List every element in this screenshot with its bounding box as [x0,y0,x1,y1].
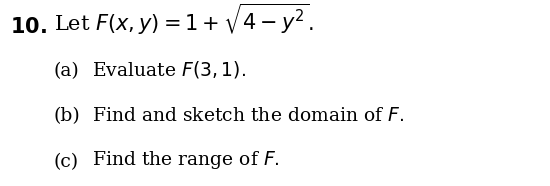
Text: Let $F(x, y) = 1 + \sqrt{4 - y^2}.$: Let $F(x, y) = 1 + \sqrt{4 - y^2}.$ [54,2,313,37]
Text: Evaluate $F(3, 1).$: Evaluate $F(3, 1).$ [92,59,246,80]
Text: (b): (b) [54,107,81,125]
Text: Find and sketch the domain of $F.$: Find and sketch the domain of $F.$ [92,107,405,125]
Text: (a): (a) [54,62,80,80]
Text: (c): (c) [54,153,79,171]
Text: $\bf{10.}$: $\bf{10.}$ [10,17,47,37]
Text: Find the range of $F.$: Find the range of $F.$ [92,149,280,171]
